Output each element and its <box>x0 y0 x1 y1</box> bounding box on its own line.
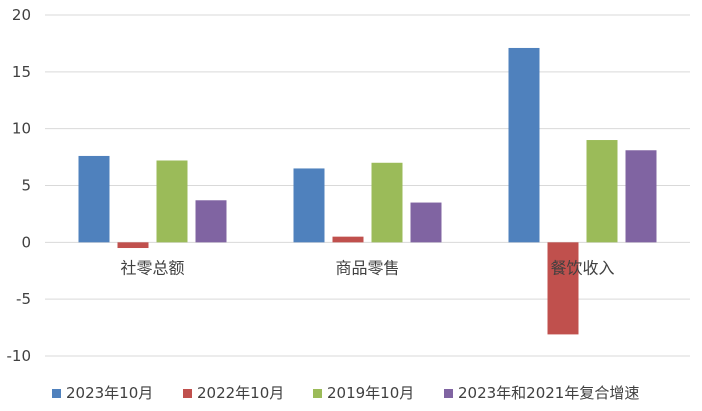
y-tick-label: 0 <box>21 233 31 251</box>
y-tick-label: -10 <box>7 347 32 365</box>
legend-swatch <box>444 389 453 398</box>
bar <box>117 242 149 249</box>
category-label: 社零总额 <box>120 258 184 277</box>
category-label: 商品零售 <box>335 258 399 277</box>
y-tick-label: 5 <box>21 177 31 195</box>
legend-swatch <box>52 389 61 398</box>
bar <box>508 47 540 243</box>
category-labels: 社零总额 商品零售 餐饮收入 <box>120 258 614 277</box>
legend-label: 2022年10月 <box>197 384 284 402</box>
y-tick-label: 10 <box>12 120 31 138</box>
bar <box>332 236 364 243</box>
bar <box>547 242 579 335</box>
legend: 2023年10月 2022年10月 2019年10月 2023年和2021年复合增速 <box>52 384 639 402</box>
bar <box>156 160 188 243</box>
bar <box>410 202 442 243</box>
bar <box>293 168 325 243</box>
bar-layer <box>78 47 657 335</box>
grid-layer <box>45 14 690 357</box>
bar <box>195 200 227 243</box>
bar <box>371 162 403 243</box>
legend-swatch <box>183 389 192 398</box>
y-axis-ticks: -10 -5 0 5 10 15 20 <box>7 6 32 365</box>
y-tick-label: -5 <box>16 290 31 308</box>
legend-label: 2023年10月 <box>66 384 153 402</box>
legend-swatch <box>313 389 322 398</box>
legend-label: 2023年和2021年复合增速 <box>458 384 639 402</box>
bar <box>625 150 657 243</box>
category-label: 餐饮收入 <box>550 258 614 277</box>
y-tick-label: 20 <box>12 6 31 24</box>
legend-label: 2019年10月 <box>327 384 414 402</box>
bar <box>78 155 110 243</box>
bar <box>586 140 618 243</box>
y-tick-label: 15 <box>12 63 31 81</box>
